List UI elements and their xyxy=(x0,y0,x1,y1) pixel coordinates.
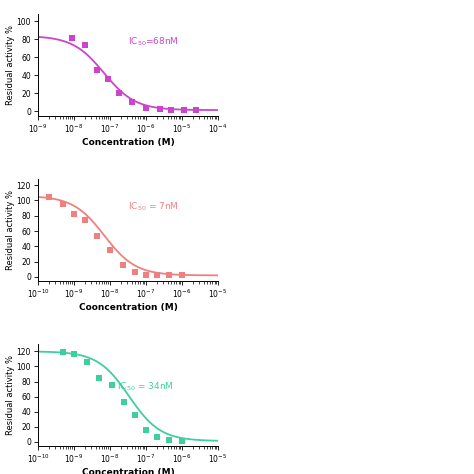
Point xyxy=(131,411,139,419)
Point xyxy=(153,272,161,279)
Point xyxy=(115,90,123,97)
Point xyxy=(70,210,78,218)
Text: IC$_{50}$=68nM: IC$_{50}$=68nM xyxy=(128,36,179,48)
Point xyxy=(167,106,175,113)
Point xyxy=(192,106,200,113)
Point xyxy=(59,348,67,356)
Point xyxy=(104,75,112,83)
Y-axis label: Residual activity %: Residual activity % xyxy=(6,355,15,435)
Y-axis label: Residual activity %: Residual activity % xyxy=(6,25,15,105)
Point xyxy=(178,437,186,445)
X-axis label: Concentration (M): Concentration (M) xyxy=(82,138,174,147)
Point xyxy=(165,272,173,279)
X-axis label: Cooncentration (M): Cooncentration (M) xyxy=(79,303,177,312)
Point xyxy=(142,104,150,112)
Point xyxy=(81,41,89,49)
Point xyxy=(128,99,136,106)
Point xyxy=(95,374,103,382)
Point xyxy=(153,433,161,440)
Text: IC$_{50}$ = 34nM: IC$_{50}$ = 34nM xyxy=(117,381,174,393)
Point xyxy=(83,358,91,366)
Y-axis label: Residual activity %: Residual activity % xyxy=(6,190,15,270)
Point xyxy=(142,271,150,278)
Point xyxy=(142,427,150,434)
Text: IC$_{50}$ = 7nM: IC$_{50}$ = 7nM xyxy=(128,201,179,213)
Point xyxy=(93,233,101,240)
Point xyxy=(165,436,173,443)
Point xyxy=(131,268,139,275)
Point xyxy=(120,398,128,406)
Point xyxy=(106,246,114,254)
Point xyxy=(81,216,89,223)
Point xyxy=(70,350,78,357)
Point xyxy=(93,66,101,74)
Point xyxy=(178,271,186,278)
Point xyxy=(156,105,164,113)
Point xyxy=(119,261,127,268)
Point xyxy=(180,106,188,113)
Point xyxy=(108,382,116,389)
Point xyxy=(45,193,53,201)
Point xyxy=(68,34,76,41)
X-axis label: Concentration (M): Concentration (M) xyxy=(82,468,174,474)
Point xyxy=(59,200,67,207)
